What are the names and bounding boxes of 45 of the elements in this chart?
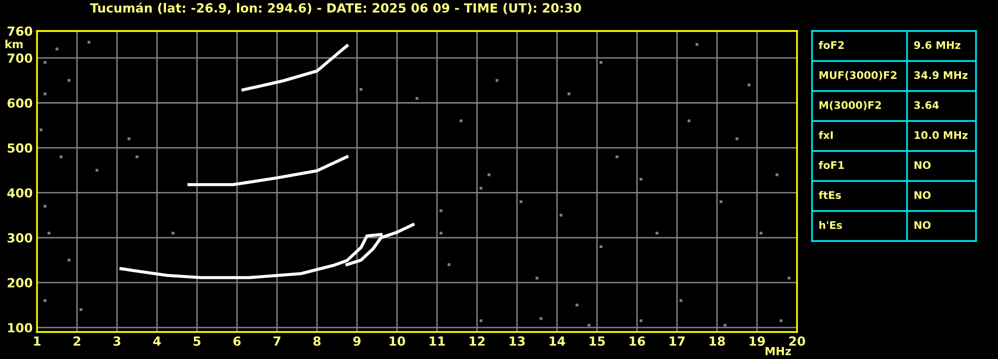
text: 34.9 MHz xyxy=(914,71,968,80)
y-tick-label: 200 xyxy=(8,278,32,288)
text: 10.0 MHz xyxy=(914,131,968,140)
text: h'Es xyxy=(819,220,842,230)
y-tick-label: 100 xyxy=(8,322,32,332)
text: 3.64 xyxy=(914,101,939,110)
text: foF1 xyxy=(818,160,844,170)
x-axis-title: MHz xyxy=(766,346,791,356)
y-tick-label: 300 xyxy=(8,233,32,243)
text: foF2 xyxy=(818,40,844,50)
x-tick-label: 3 xyxy=(113,336,120,346)
x-tick-label: 1 xyxy=(34,336,40,346)
x-tick-label: 11 xyxy=(430,336,445,346)
x-tick-label: 15 xyxy=(590,336,605,346)
text: 9.6 MHz xyxy=(914,41,960,50)
x-tick-label: 20 xyxy=(789,336,806,346)
x-tick-label: 5 xyxy=(194,336,200,346)
text: NO xyxy=(914,221,931,230)
x-tick-label: 4 xyxy=(153,336,161,346)
chart-title: Tucumán (lat: -26.9, lon: 294.6) - DATE: 2025 06 09 - TIME (UT): 20:30 xyxy=(90,2,582,14)
y-tick-label: 500 xyxy=(8,143,32,153)
y-tick-label: 600 xyxy=(8,98,32,108)
x-tick-label: 19 xyxy=(750,336,765,346)
text: MUF(3000)F2 xyxy=(820,70,896,80)
x-tick-label: 6 xyxy=(233,336,241,346)
text: fxI xyxy=(818,130,833,139)
y-tick-label: 400 xyxy=(7,188,32,198)
x-tick-label: 10 xyxy=(390,336,406,346)
x-tick-label: 16 xyxy=(630,336,646,346)
text: M(3000)F2 xyxy=(820,100,881,110)
x-tick-label: 13 xyxy=(510,336,525,346)
text: NO xyxy=(914,161,931,170)
y-tick-label: 700 xyxy=(8,53,32,63)
x-tick-label: 8 xyxy=(313,336,321,346)
x-tick-label: 12 xyxy=(470,336,485,346)
x-tick-label: 17 xyxy=(670,336,685,346)
x-tick-label: 18 xyxy=(710,336,725,346)
y-tick-label: 760 xyxy=(8,26,32,36)
text: ftEs xyxy=(818,190,841,200)
x-tick-label: 9 xyxy=(353,336,361,346)
x-tick-label: 7 xyxy=(273,336,280,346)
y-axis-title: km xyxy=(5,40,23,48)
x-tick-label: 2 xyxy=(74,336,80,346)
x-tick-label: 14 xyxy=(550,336,566,346)
text: NO xyxy=(914,191,931,200)
